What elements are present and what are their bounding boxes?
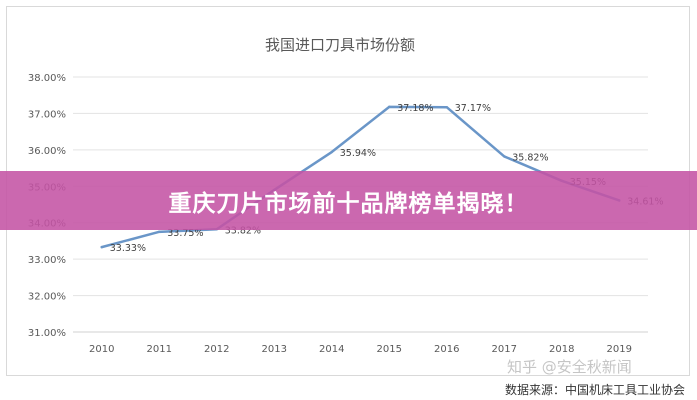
x-tick-label: 2013 (262, 344, 287, 355)
data-label: 37.17% (455, 103, 491, 114)
data-point (158, 230, 161, 234)
data-label: 35.94% (340, 148, 376, 159)
data-label: 33.82% (225, 225, 261, 236)
watermark: 知乎 @安全秋新闻 (507, 358, 632, 376)
data-label: 33.33% (110, 243, 146, 254)
x-tick-label: 2011 (147, 344, 172, 355)
data-point (445, 106, 448, 109)
y-tick-label: 38.00% (28, 73, 66, 84)
banner-title: 重庆刀片市场前十品牌榜单揭晓！ (168, 190, 529, 217)
data-label: 33.75% (167, 228, 203, 239)
data-point (388, 105, 391, 109)
y-tick-label: 36.00% (28, 146, 66, 157)
headline-banner: 重庆刀片市场前十品牌榜单揭晓！ (0, 171, 697, 230)
data-source-note: 数据来源：中国机床工具工业协会 (504, 383, 685, 397)
data-label: 35.82% (512, 152, 548, 163)
data-point (503, 155, 506, 158)
x-tick-label: 2012 (204, 344, 229, 355)
x-tick-label: 2018 (549, 344, 574, 355)
data-label: 37.18% (397, 103, 433, 114)
x-tick-label: 2016 (434, 344, 459, 355)
chart-title: 我国进口刀具市场份额 (265, 36, 415, 54)
y-tick-label: 32.00% (28, 292, 66, 303)
x-tick-label: 2019 (607, 344, 632, 355)
data-point (330, 150, 333, 154)
x-tick-label: 2010 (89, 344, 114, 355)
y-tick-label: 33.00% (28, 255, 66, 266)
y-tick-label: 37.00% (28, 109, 66, 120)
x-tick-label: 2014 (319, 344, 344, 355)
data-point (100, 245, 103, 249)
x-axis: 2010 2011 2012 2013 2014 2015 2016 2017 2018 2019 (89, 344, 632, 355)
series-line (100, 105, 621, 249)
x-tick-label: 2017 (492, 344, 517, 355)
x-tick-label: 2015 (377, 344, 402, 355)
y-tick-label: 31.00% (28, 328, 66, 339)
